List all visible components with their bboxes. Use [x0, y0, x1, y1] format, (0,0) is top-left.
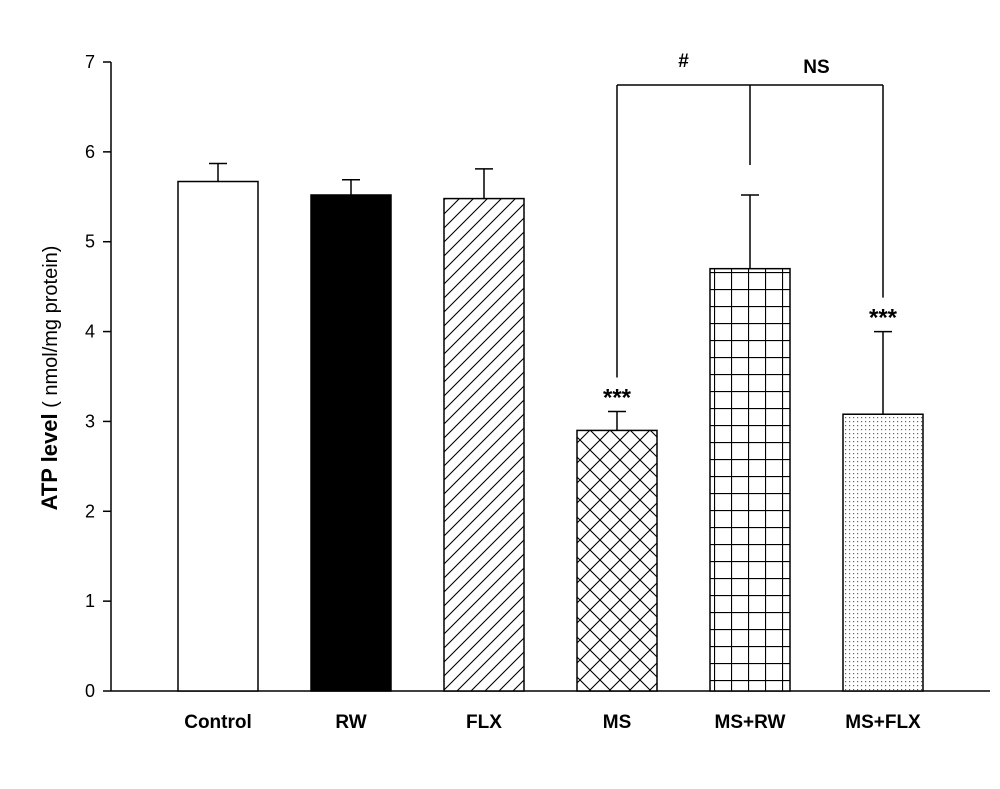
y-axis-label-bold: ATP level: [37, 413, 62, 510]
y-ticks: 0 1 2 3 4 5 6 7: [85, 52, 111, 701]
significance-annotations: *** *** # NS: [603, 51, 898, 412]
y-tick-label: 7: [85, 52, 95, 72]
bar-ms-flx: [842, 413, 924, 692]
bar-flx: [443, 197, 525, 692]
y-tick-label: 4: [85, 322, 95, 342]
category-label: MS: [603, 712, 632, 733]
category-labels: Control RW FLX MS MS+RW MS+FLX: [184, 712, 921, 733]
significance-stars: ***: [869, 305, 898, 332]
bar-rw: [310, 194, 392, 692]
bracket-label-hash: #: [678, 51, 689, 72]
category-label: MS+RW: [715, 712, 786, 733]
category-label: FLX: [466, 712, 502, 733]
category-label: RW: [335, 712, 366, 733]
error-bars: [209, 162, 892, 431]
significance-stars: ***: [603, 385, 632, 412]
svg-text:ATP level ( nmol/mg protein): ATP level ( nmol/mg protein): [37, 246, 62, 511]
y-tick-label: 1: [85, 591, 95, 611]
y-tick-label: 6: [85, 142, 95, 162]
category-label: Control: [184, 712, 252, 733]
bar-ms-rw: [709, 267, 791, 692]
bracket-label-ns: NS: [803, 57, 829, 78]
y-axis-label-units: ( nmol/mg protein): [40, 246, 62, 414]
bars: [177, 180, 924, 692]
category-label: MS+FLX: [845, 712, 921, 733]
bar-ms: [576, 429, 658, 692]
bar-control: [177, 180, 259, 692]
y-tick-label: 5: [85, 232, 95, 252]
y-tick-label: 3: [85, 411, 95, 431]
y-tick-label: 2: [85, 501, 95, 521]
y-tick-label: 0: [85, 681, 95, 701]
y-axis-label: ATP level ( nmol/mg protein): [37, 246, 62, 511]
